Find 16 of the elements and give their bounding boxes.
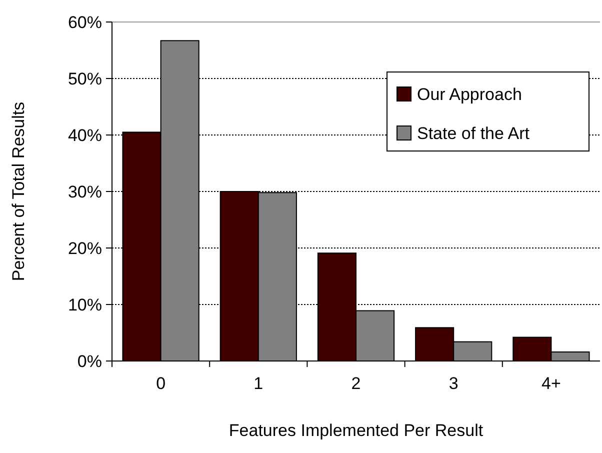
legend-label: State of the Art <box>417 124 530 143</box>
legend-label: Our Approach <box>417 84 522 104</box>
y-tick-label: 60% <box>68 12 102 32</box>
x-tick-label: 3 <box>448 374 458 393</box>
x-tick-label: 0 <box>156 374 166 393</box>
x-tick-label: 4+ <box>542 374 561 393</box>
x-tick-label: 1 <box>254 374 264 393</box>
y-tick-label: 40% <box>68 126 102 145</box>
y-axis-title: Percent of Total Results <box>9 102 28 282</box>
y-tick-label: 30% <box>68 182 102 202</box>
y-tick-label: 10% <box>68 295 102 314</box>
y-tick-label: 20% <box>68 238 102 258</box>
x-tick-label: 2 <box>351 374 361 393</box>
y-tick-label: 50% <box>68 69 102 88</box>
x-axis-title: Features Implemented Per Result <box>228 421 484 440</box>
y-tick-label: 0% <box>77 352 102 371</box>
